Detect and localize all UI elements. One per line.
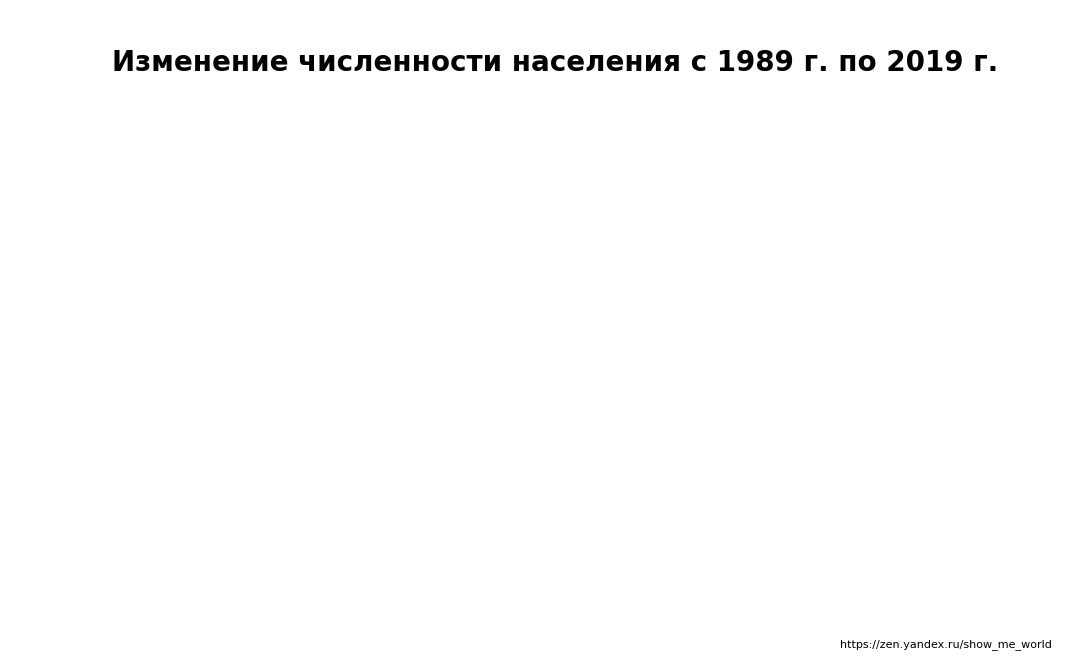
Text: https://zen.yandex.ru/show_me_world: https://zen.yandex.ru/show_me_world xyxy=(840,639,1051,650)
Title: Изменение численности населения с 1989 г. по 2019 г.: Изменение численности населения с 1989 г… xyxy=(113,49,998,77)
